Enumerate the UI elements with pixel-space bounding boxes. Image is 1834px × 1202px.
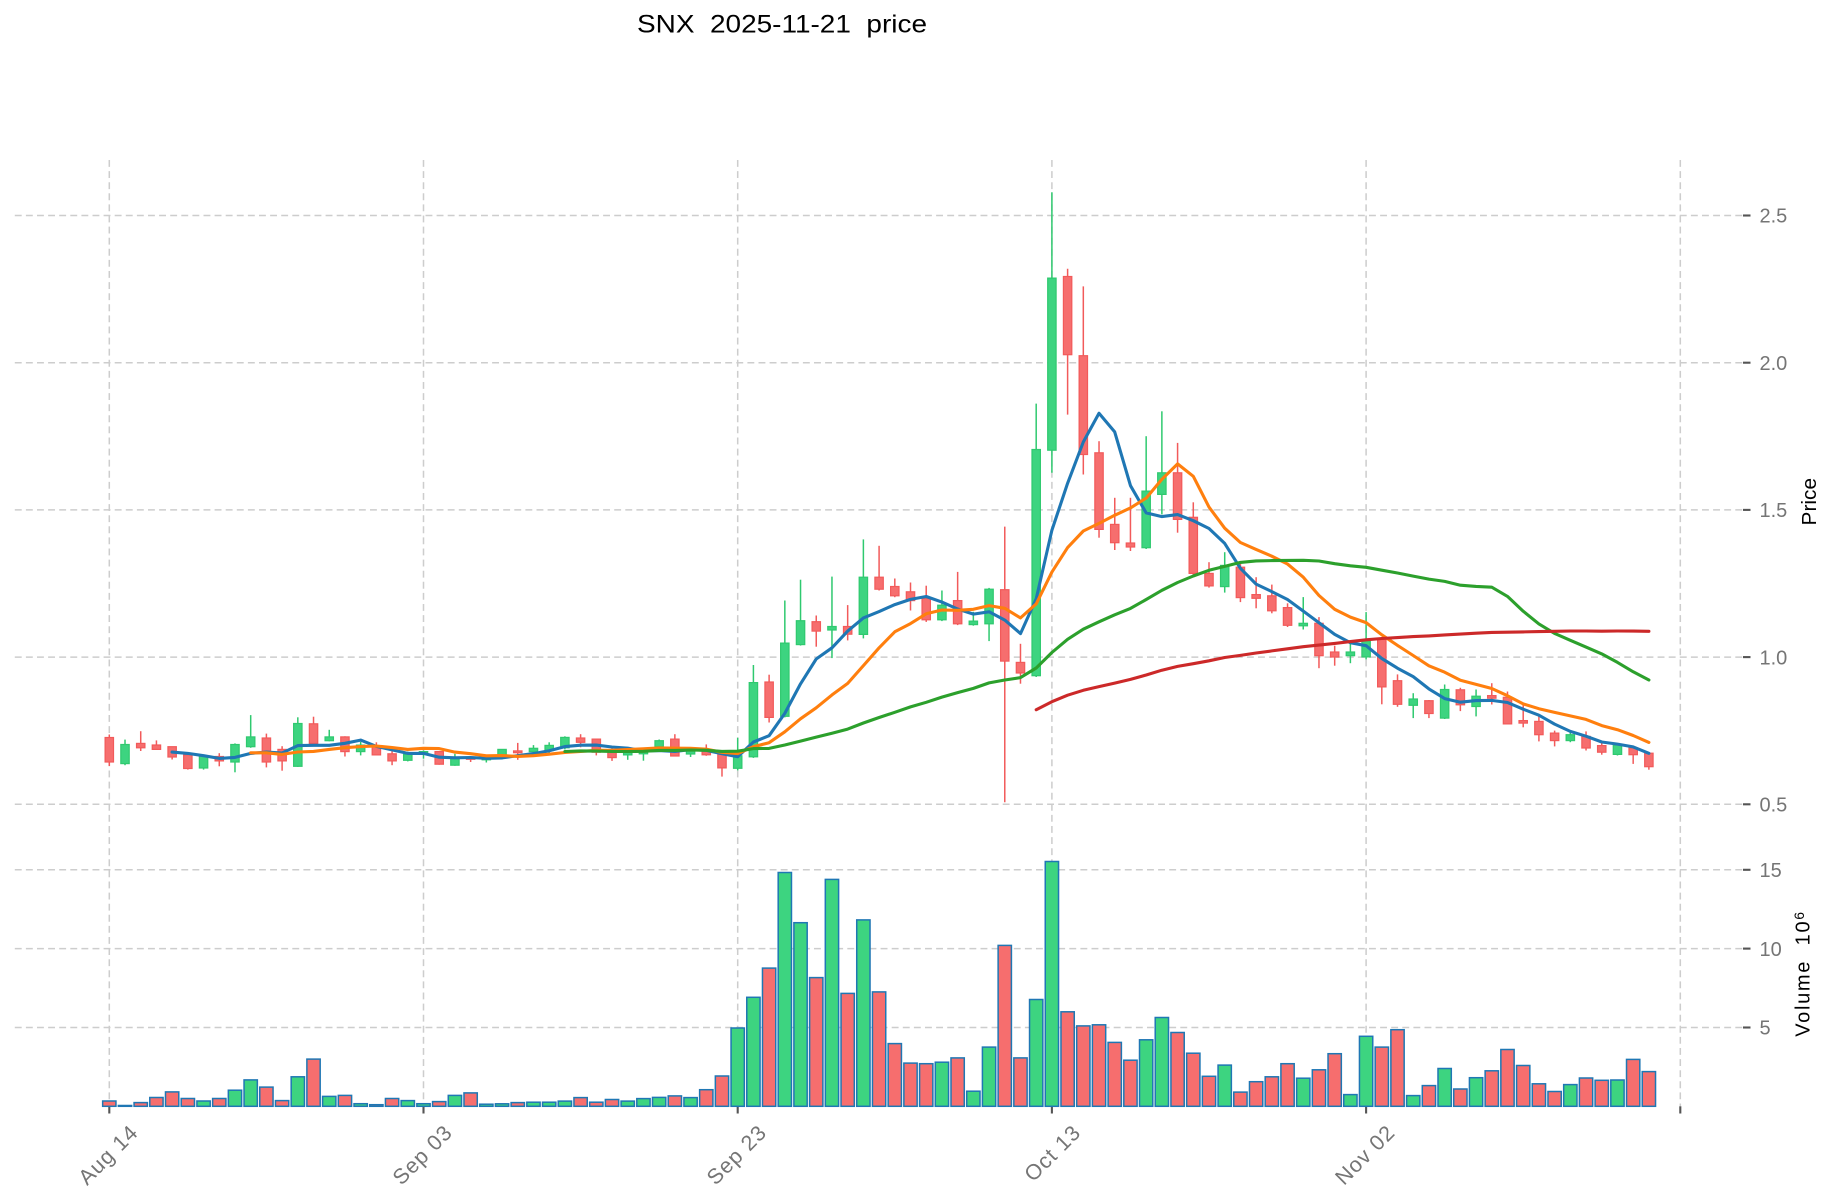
svg-text:15: 15 [1760, 860, 1782, 882]
svg-text:10: 10 [1760, 939, 1782, 961]
svg-text:Price: Price [1799, 478, 1821, 526]
svg-text:Volume 106: Volume 106 [1791, 910, 1815, 1037]
svg-text:2.0: 2.0 [1760, 353, 1788, 375]
svg-text:2.5: 2.5 [1760, 206, 1788, 228]
svg-text:0.5: 0.5 [1760, 795, 1788, 817]
svg-text:1.0: 1.0 [1760, 647, 1788, 669]
svg-text:5: 5 [1760, 1018, 1771, 1040]
svg-text:SNX 2025-11-21 price: SNX 2025-11-21 price [637, 11, 927, 39]
svg-text:1.5: 1.5 [1760, 500, 1788, 522]
